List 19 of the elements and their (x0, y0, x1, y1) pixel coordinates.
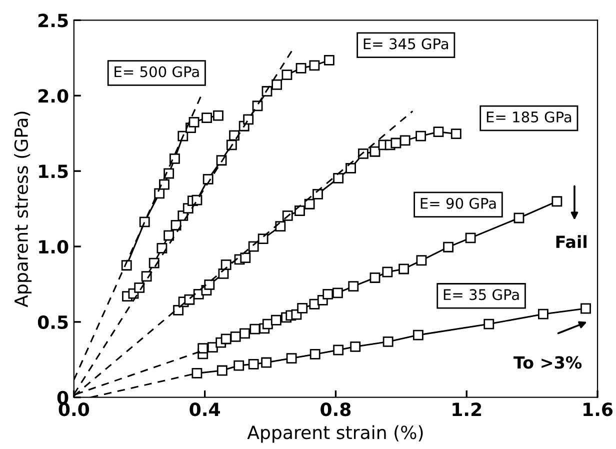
annotation: Fail (556, 235, 586, 248)
x-tick-label: 0.4 (190, 402, 220, 416)
y-tick-label: 2.0 (38, 89, 68, 103)
y-tick-label: 1.0 (39, 240, 68, 254)
x-axis-title: Apparent strain (%) (247, 425, 423, 443)
x-tick-label: 1.6 (584, 402, 613, 416)
y-axis-title: Apparent stress (GPa) (14, 112, 32, 308)
x-tick-label: 0.0 (58, 402, 90, 416)
y-tick-label: 0.5 (38, 315, 68, 330)
annotation: E= 90 GPa (420, 198, 496, 209)
annotation: To >3% (514, 356, 582, 369)
x-tick-label: 0.8 (320, 402, 351, 416)
y-tick-label: 1.5 (39, 164, 68, 178)
annotation: E= 345 GPa (364, 38, 448, 50)
y-tick-label: 2.5 (38, 14, 68, 28)
x-tick-label: 1.2 (452, 402, 482, 416)
annotation: E= 500 GPa (114, 66, 199, 78)
annotation: E= 185 GPa (486, 111, 572, 122)
annotation: E= 35 GPa (444, 289, 519, 300)
